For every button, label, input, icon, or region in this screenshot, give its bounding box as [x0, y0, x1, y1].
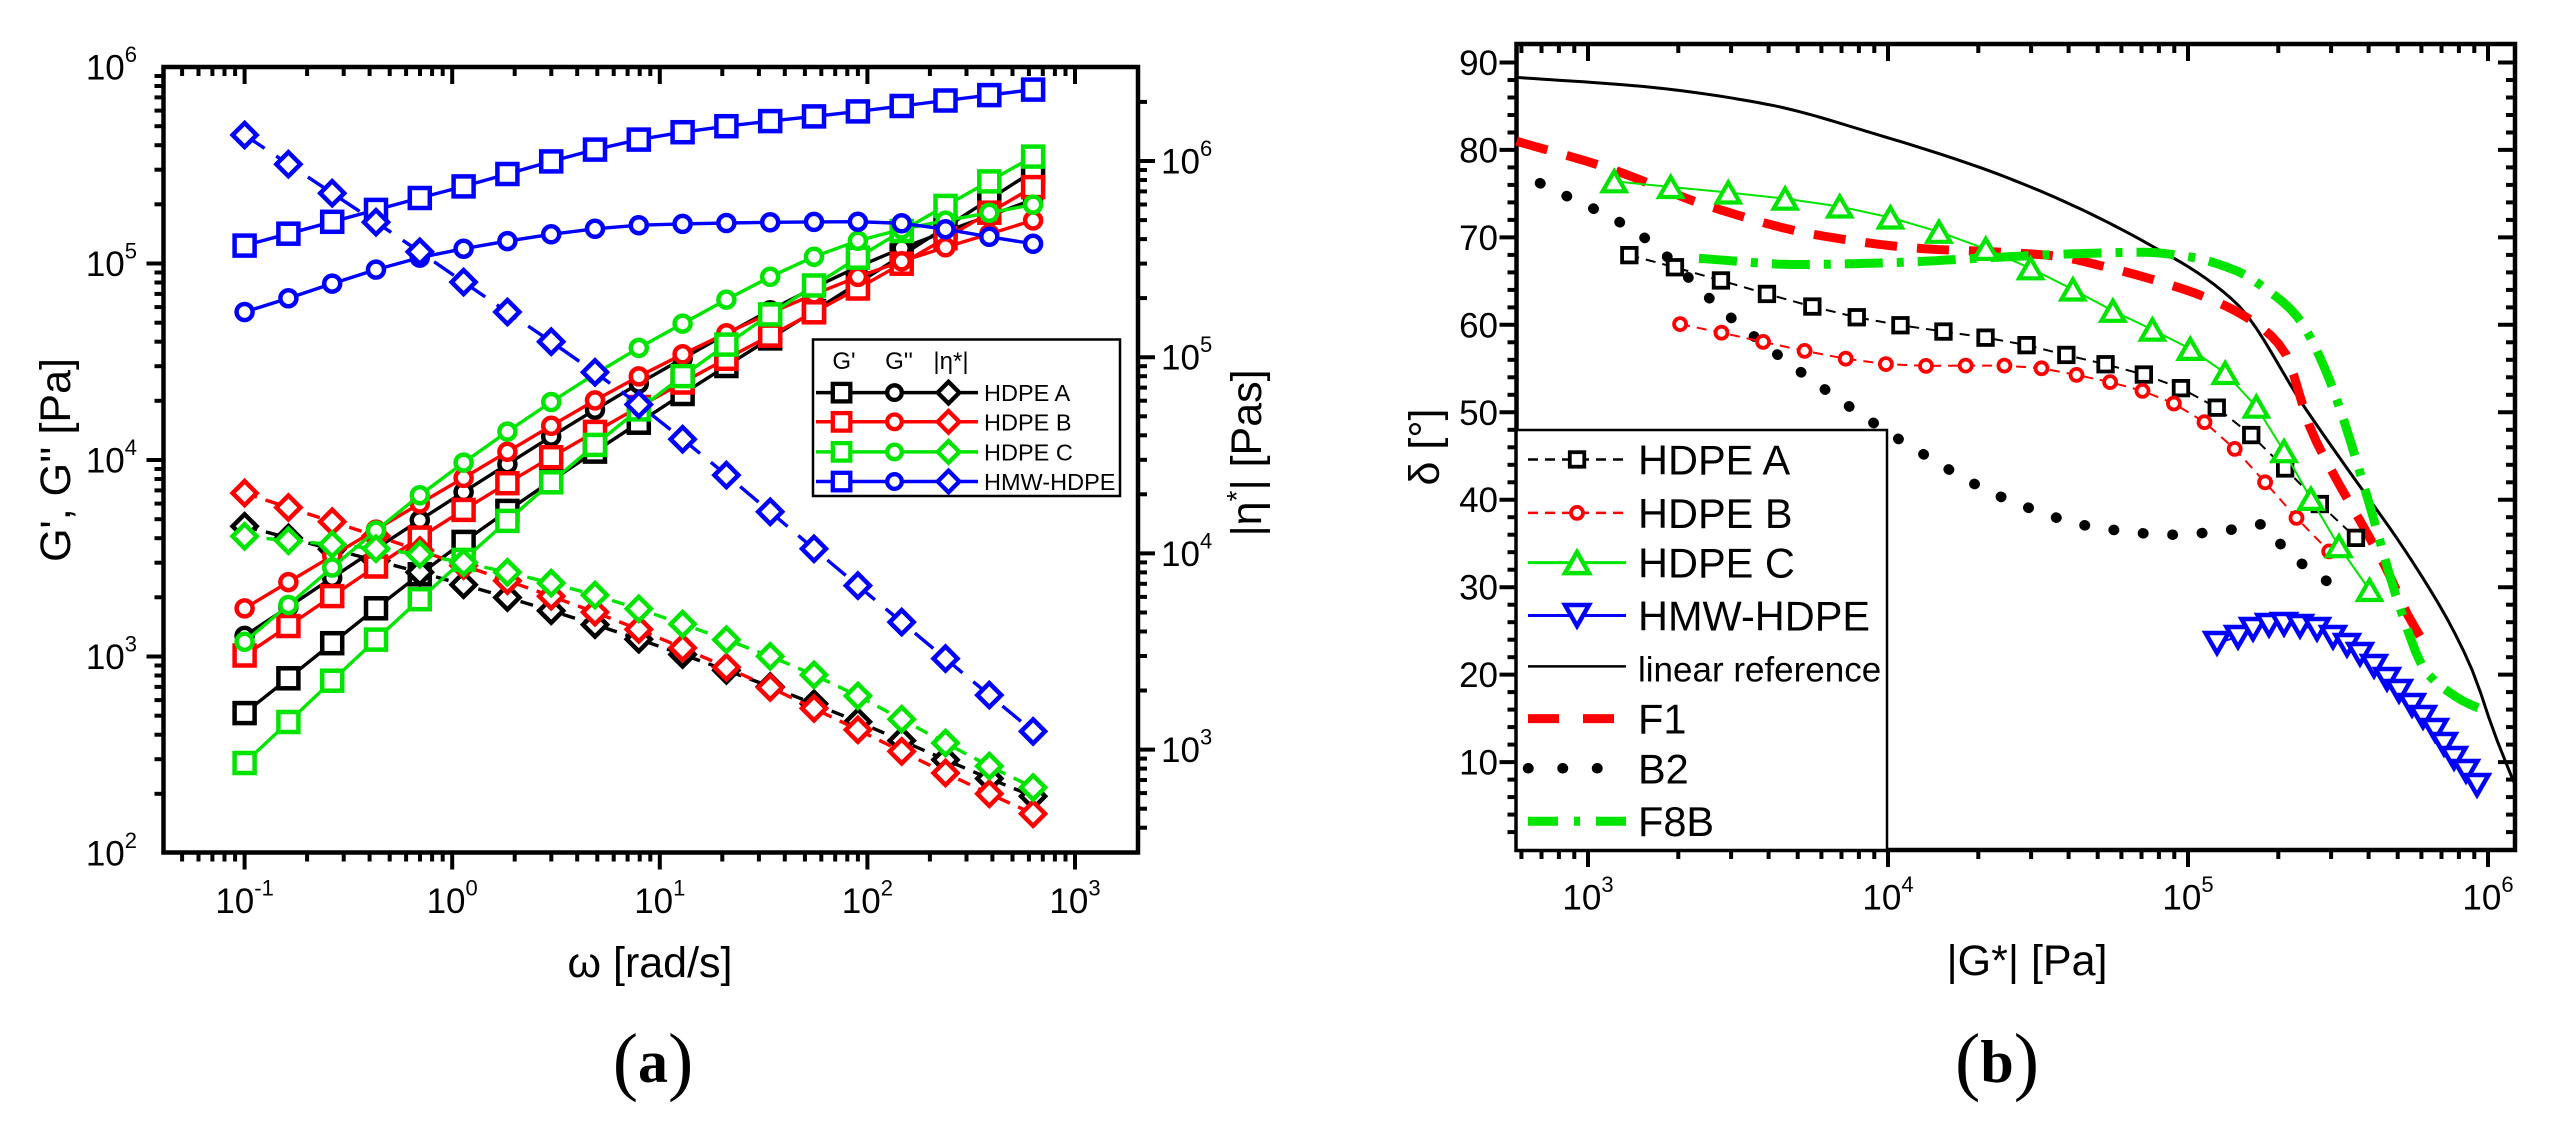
svg-text:F1: F1	[1638, 696, 1686, 743]
svg-text:HDPE B: HDPE B	[1638, 490, 1793, 537]
svg-text:|G*| [Pa]: |G*| [Pa]	[1947, 937, 2108, 985]
svg-text:HMW-HDPE: HMW-HDPE	[1638, 593, 1870, 640]
svg-text:G'': G''	[885, 348, 913, 375]
svg-text:G', G'' [Pa]: G', G'' [Pa]	[32, 358, 80, 562]
svg-text:B2: B2	[1638, 745, 1689, 792]
svg-text:HDPE C: HDPE C	[1638, 540, 1795, 587]
svg-text:90: 90	[1459, 44, 1498, 83]
svg-text:20: 20	[1459, 656, 1498, 695]
svg-text:80: 80	[1459, 131, 1498, 170]
svg-text:G': G'	[832, 348, 855, 375]
svg-text:70: 70	[1459, 219, 1498, 258]
svg-text:60: 60	[1459, 306, 1498, 345]
svg-text:(b): (b)	[1955, 1019, 2039, 1103]
svg-text:linear reference: linear reference	[1638, 650, 1881, 689]
svg-text:HDPE A: HDPE A	[984, 380, 1071, 406]
svg-text:|η*| [Pas]: |η*| [Pas]	[1221, 369, 1271, 536]
svg-text:10: 10	[1459, 744, 1498, 783]
svg-text:F8B: F8B	[1638, 798, 1714, 845]
svg-text:HDPE A: HDPE A	[1638, 437, 1791, 484]
svg-text:|η*|: |η*|	[933, 348, 968, 375]
svg-text:(a): (a)	[613, 1019, 694, 1103]
svg-text:HMW-HDPE: HMW-HDPE	[984, 469, 1115, 495]
svg-text:δ [°]: δ [°]	[1401, 409, 1449, 486]
svg-text:ω [rad/s]: ω [rad/s]	[567, 939, 732, 987]
svg-text:50: 50	[1459, 394, 1498, 433]
svg-text:30: 30	[1459, 569, 1498, 608]
svg-text:40: 40	[1459, 481, 1498, 520]
svg-text:103: 103	[1049, 876, 1100, 922]
svg-text:HDPE B: HDPE B	[984, 409, 1072, 435]
svg-text:100: 100	[427, 876, 478, 922]
svg-text:103: 103	[1562, 872, 1613, 918]
svg-text:102: 102	[86, 828, 137, 874]
svg-text:HDPE C: HDPE C	[984, 439, 1073, 465]
